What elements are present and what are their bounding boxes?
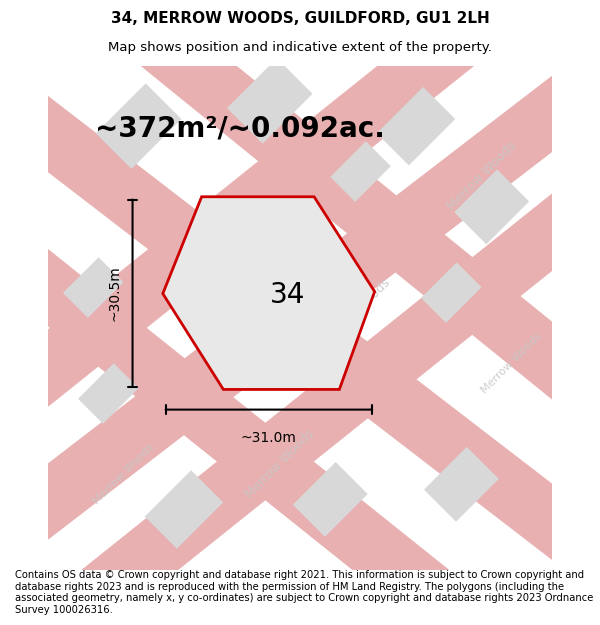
Polygon shape	[63, 258, 124, 318]
Polygon shape	[0, 102, 496, 625]
Text: ~30.5m: ~30.5m	[107, 265, 121, 321]
Polygon shape	[424, 447, 499, 522]
Polygon shape	[454, 169, 529, 244]
Text: ~372m²/~0.092ac.: ~372m²/~0.092ac.	[95, 114, 385, 142]
Polygon shape	[96, 83, 181, 169]
Polygon shape	[0, 52, 600, 604]
Text: ~31.0m: ~31.0m	[241, 431, 296, 445]
Text: Contains OS data © Crown copyright and database right 2021. This information is : Contains OS data © Crown copyright and d…	[15, 570, 593, 615]
Polygon shape	[119, 2, 600, 568]
Polygon shape	[163, 197, 374, 389]
Text: Map shows position and indicative extent of the property.: Map shows position and indicative extent…	[108, 41, 492, 54]
Polygon shape	[377, 87, 455, 166]
Polygon shape	[330, 141, 391, 202]
Polygon shape	[79, 68, 600, 619]
Polygon shape	[0, 31, 600, 584]
Polygon shape	[0, 0, 521, 533]
Text: Merrow Woods: Merrow Woods	[445, 139, 518, 214]
Text: Merrow Woods: Merrow Woods	[243, 427, 317, 501]
Polygon shape	[227, 58, 313, 144]
Text: Merrow Woods: Merrow Woods	[479, 331, 544, 396]
Text: 34, MERROW WOODS, GUILDFORD, GU1 2LH: 34, MERROW WOODS, GUILDFORD, GU1 2LH	[110, 11, 490, 26]
Text: 34: 34	[270, 281, 305, 309]
Polygon shape	[78, 363, 139, 424]
Text: Merrow Woods: Merrow Woods	[319, 276, 392, 350]
Polygon shape	[145, 470, 223, 549]
Text: Merrow Woods: Merrow Woods	[91, 442, 156, 506]
Polygon shape	[421, 262, 482, 323]
Polygon shape	[293, 462, 368, 537]
